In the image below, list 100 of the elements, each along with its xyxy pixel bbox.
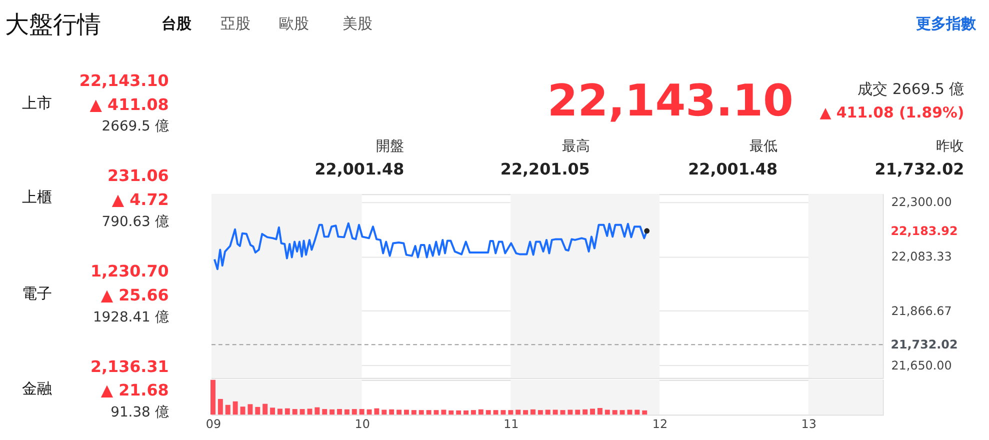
bar: [456, 410, 462, 415]
bar: [604, 410, 610, 415]
text: 歐股: [278, 14, 309, 32]
bar: [225, 404, 230, 415]
text: 1,230.70: [90, 262, 169, 281]
bar: [590, 408, 596, 415]
bar: [530, 409, 536, 415]
bar: [352, 409, 357, 415]
x-tick-label: 10: [354, 417, 370, 431]
bar: [612, 410, 618, 415]
text: 電子: [22, 284, 52, 302]
bar: [292, 409, 298, 415]
y-tick-label: 22,083.33: [891, 250, 952, 264]
text: 1928.41 億: [92, 309, 169, 326]
x-tick-label: 13: [801, 417, 816, 431]
ref-line-label: 21,732.02: [890, 338, 958, 352]
text: ▲ 21.68: [100, 380, 169, 400]
bar: [597, 408, 602, 415]
text: 最低: [749, 138, 778, 154]
y-tick-label: 21,866.67: [891, 304, 952, 318]
bar: [523, 410, 528, 415]
bar: [382, 410, 387, 415]
bar: [389, 409, 394, 415]
bar: [218, 398, 223, 415]
bar: [552, 410, 558, 415]
bar: [478, 409, 484, 415]
bar: [441, 410, 446, 415]
text: 昨收: [936, 138, 964, 154]
text: 22,001.48: [314, 159, 404, 178]
text: 2669.5 億: [102, 118, 169, 135]
bar: [464, 410, 468, 415]
bar: [270, 408, 276, 415]
bar: [516, 410, 521, 415]
text: 22,001.48: [688, 159, 778, 178]
bar: [620, 410, 625, 415]
bar: [255, 406, 260, 415]
bar: [396, 410, 402, 415]
bar: [359, 409, 364, 415]
bar: [434, 410, 439, 415]
text: 22,143.10: [79, 70, 169, 90]
bar: [307, 408, 312, 415]
bar: [575, 410, 580, 415]
bar: [248, 404, 253, 415]
text: 大盤行情: [4, 10, 101, 38]
bar: [493, 410, 498, 415]
bar: [277, 408, 282, 415]
text: ▲ 411.08: [90, 94, 169, 114]
bar: [314, 407, 320, 415]
bar: [210, 380, 216, 415]
text: ▲ 411.08 (1.89%): [820, 104, 964, 122]
y-tick-label: 21,650.00: [891, 358, 952, 373]
bar: [300, 409, 305, 415]
text: 21,732.02: [874, 159, 964, 178]
text: 2,136.31: [90, 356, 169, 376]
text: 22,143.10: [547, 76, 794, 127]
text: 最高: [562, 138, 590, 154]
bar: [322, 409, 328, 415]
bar: [538, 410, 543, 415]
text: 開盤: [376, 138, 404, 154]
bar: [240, 406, 246, 415]
bar: [634, 410, 640, 415]
text: 231.06: [108, 166, 169, 186]
text: ▲ 25.66: [100, 285, 169, 304]
bar: [627, 410, 632, 415]
text: ▲ 4.72: [112, 190, 169, 210]
text: 790.63 億: [102, 214, 169, 230]
bar: [330, 409, 335, 415]
x-tick-label: 11: [504, 417, 519, 431]
bar: [568, 410, 573, 415]
text: 台股: [162, 14, 193, 32]
x-tick-label: 12: [652, 417, 668, 431]
text: 金融: [22, 380, 52, 398]
text: 更多指數: [916, 14, 978, 32]
bar: [411, 410, 416, 415]
bar: [284, 408, 290, 415]
bar: [582, 409, 588, 415]
bar: [374, 408, 380, 415]
bar: [418, 410, 424, 415]
bar: [500, 410, 506, 415]
bar: [337, 409, 342, 415]
text: 上市: [22, 94, 52, 112]
bar: [545, 410, 550, 415]
text: 亞股: [220, 14, 250, 32]
bar: [366, 409, 372, 415]
bar: [448, 410, 454, 415]
bar: [486, 410, 491, 415]
bar: [262, 404, 268, 415]
text: 91.38 億: [110, 404, 169, 421]
bar: [508, 410, 514, 415]
text: 22,201.05: [500, 159, 590, 178]
y-tick-label: 22,300.00: [891, 195, 952, 210]
bar: [426, 410, 432, 415]
text: 成交 2669.5 億: [858, 80, 964, 98]
x-tick-label: 09: [206, 417, 222, 431]
bar: [642, 410, 648, 415]
bar: [560, 410, 566, 415]
text: 美股: [342, 14, 372, 32]
bar: [470, 410, 476, 415]
bar: [344, 409, 350, 415]
annotation: 22,183.92: [890, 224, 958, 238]
